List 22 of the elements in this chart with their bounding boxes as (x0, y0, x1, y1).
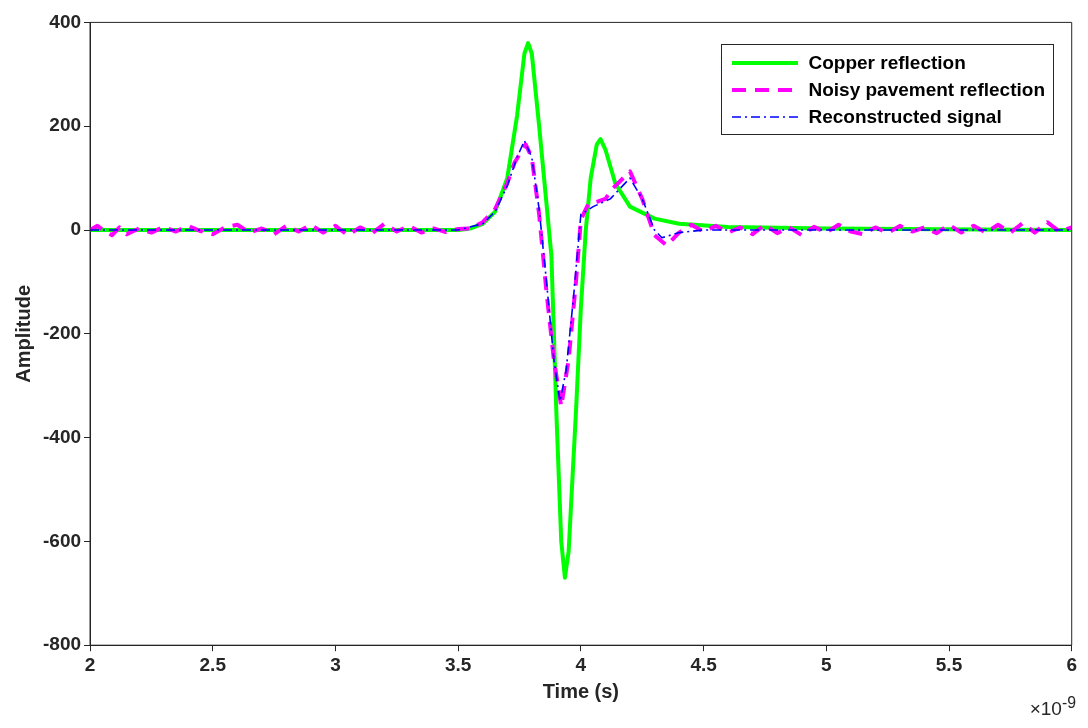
x-tick-label: 4 (575, 653, 587, 675)
x-tick-label: 2 (84, 653, 96, 675)
x-axis-title: Time (s) (542, 679, 620, 702)
y-tick-label: -800 (43, 633, 82, 655)
y-tick-label: 0 (70, 218, 82, 240)
x-tick-label: 5.5 (935, 653, 963, 675)
legend-label: Noisy pavement reflection (808, 78, 1045, 101)
y-axis-title: Amplitude (11, 284, 34, 383)
x-tick-label: 3.5 (444, 653, 472, 675)
y-tick-label: -200 (43, 322, 82, 344)
y-tick-label: -600 (43, 529, 82, 551)
x-tick-label: 2.5 (199, 653, 227, 675)
legend-label: Reconstructed signal (808, 105, 1002, 128)
y-tick-label: -400 (43, 425, 82, 447)
x-tick-label: 6 (1066, 653, 1078, 675)
x-tick-label: 3 (330, 653, 341, 675)
x-tick-label: 5 (821, 653, 833, 675)
y-tick-label: 200 (49, 114, 82, 136)
x-tick-label: 4.5 (690, 653, 718, 675)
y-tick-label: 400 (49, 10, 82, 32)
legend-label: Copper reflection (808, 51, 966, 74)
text: ×10$^{-9}$ (1029, 693, 1076, 720)
